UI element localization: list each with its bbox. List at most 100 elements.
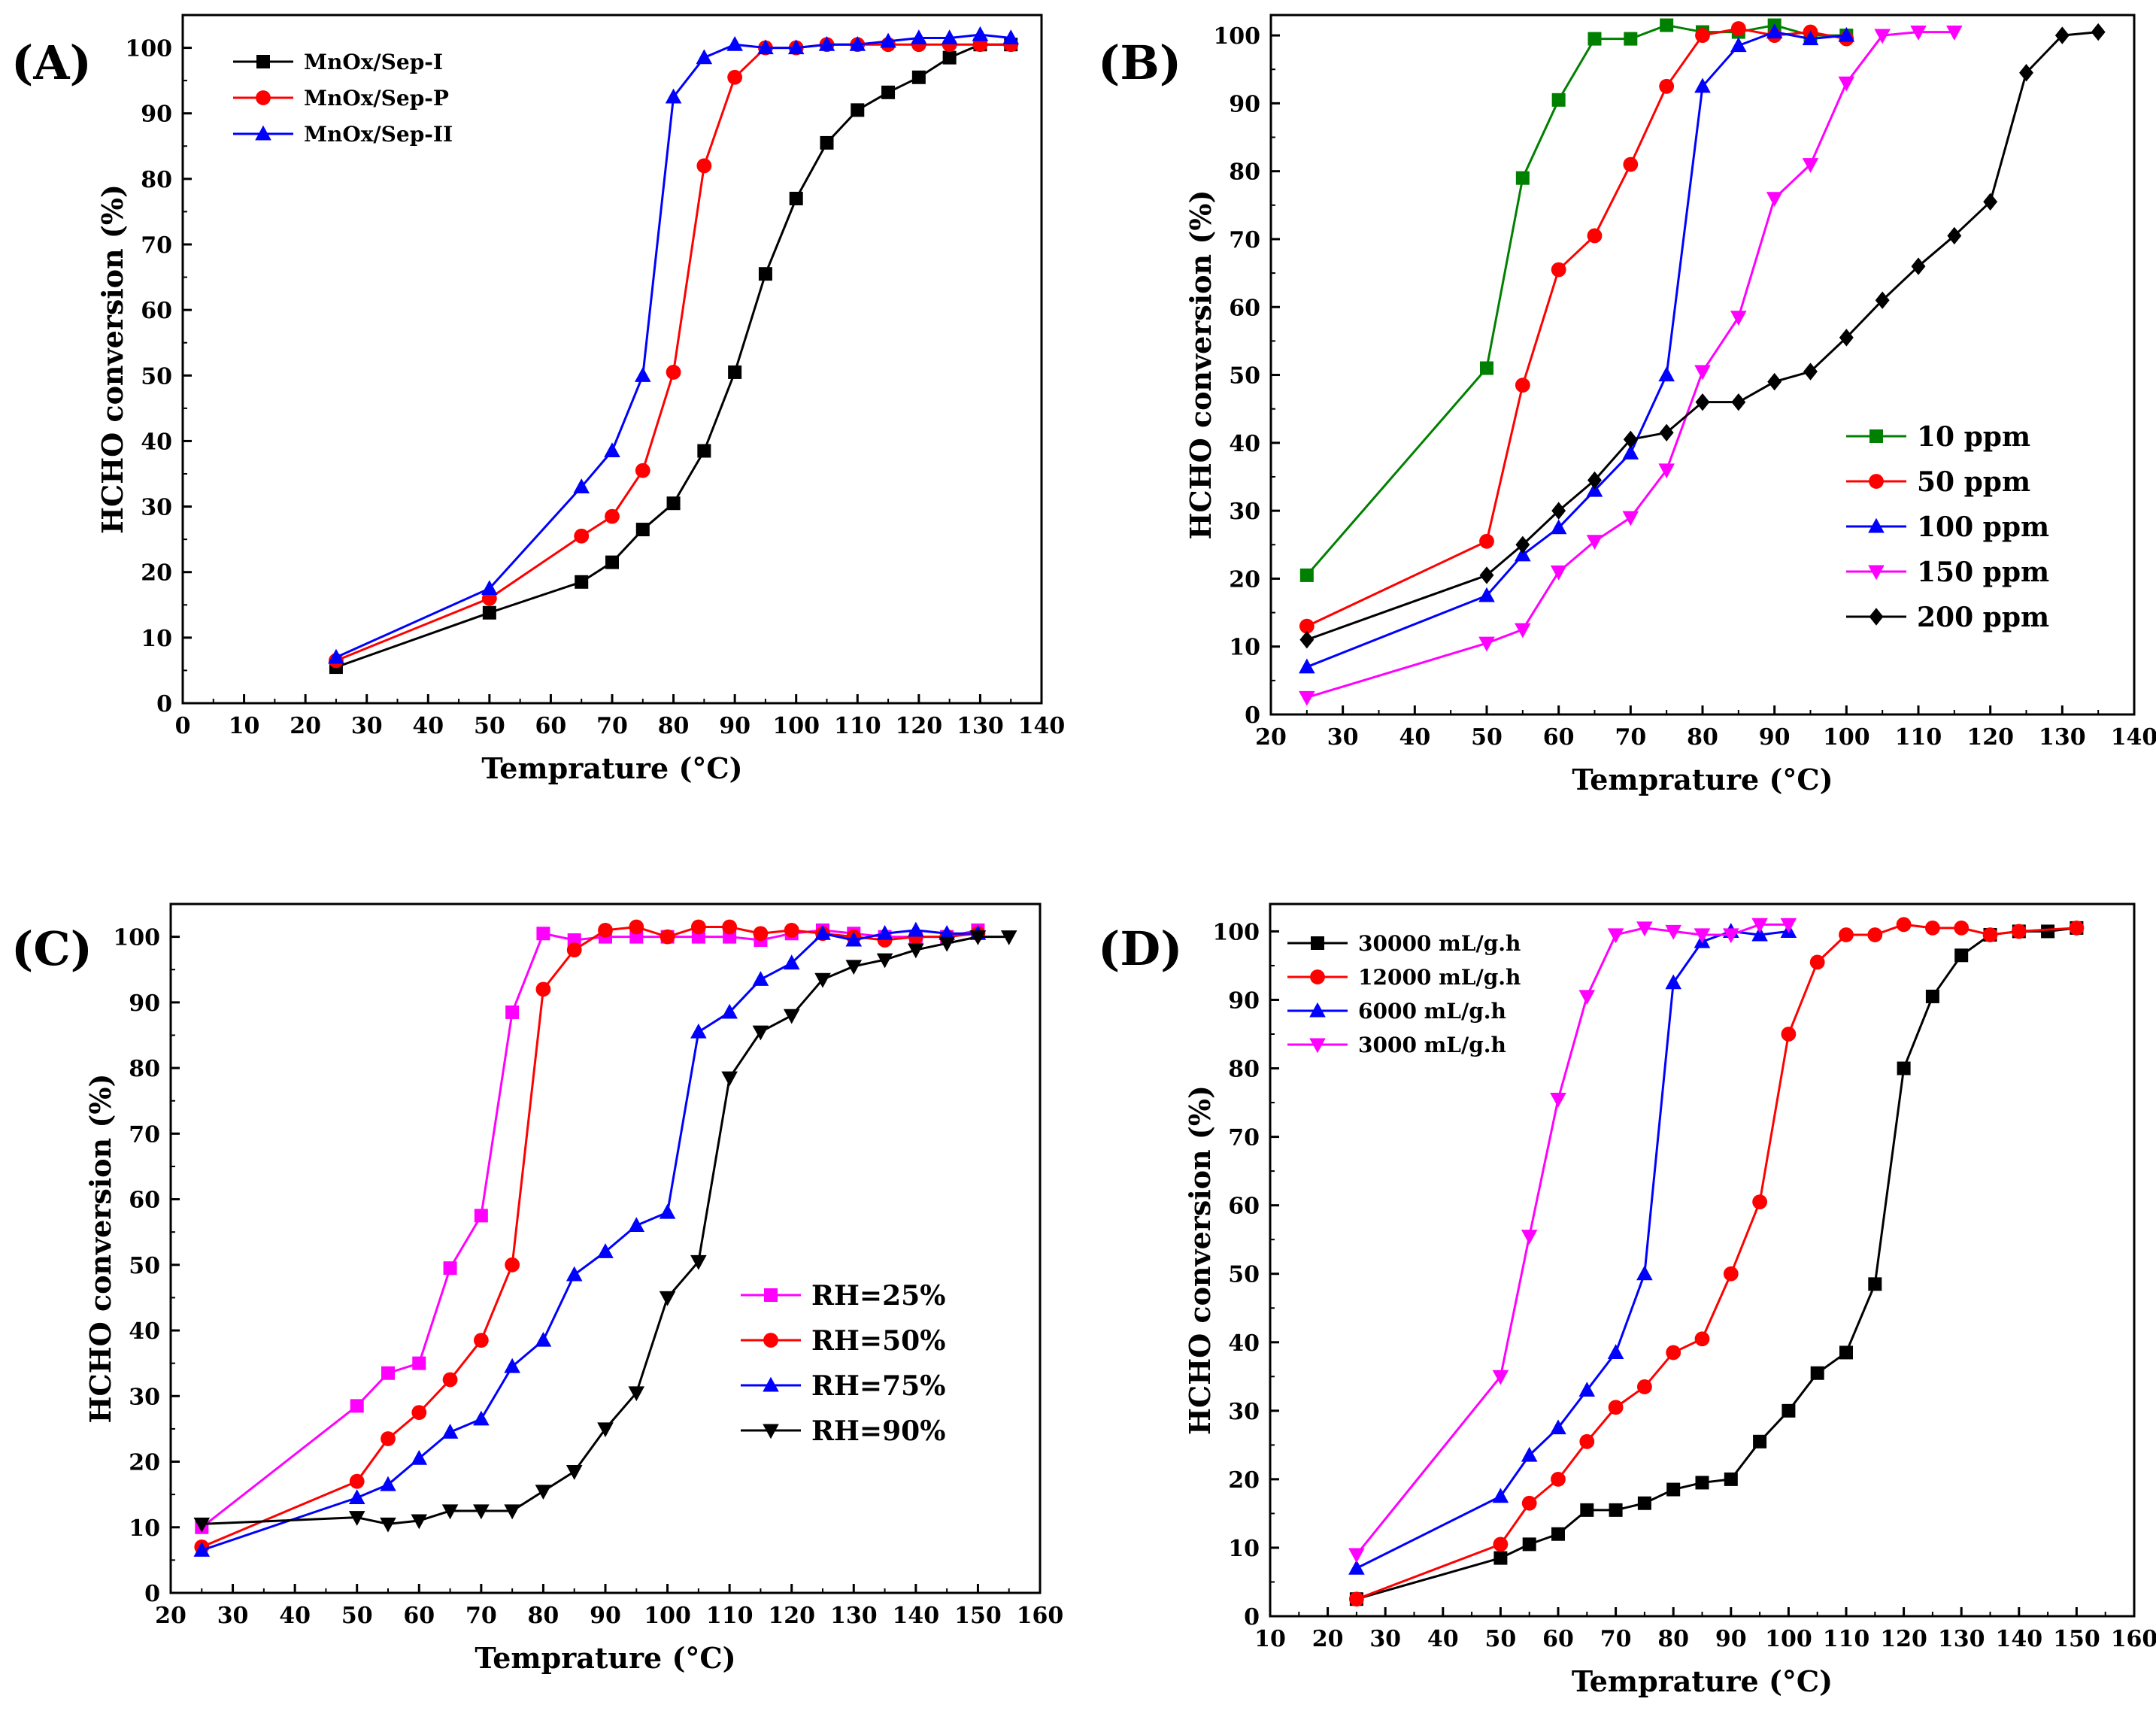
data-point-circle-marker: [1781, 1027, 1797, 1042]
y-tick-label-c: 60: [129, 1188, 160, 1214]
series-a-0: [329, 38, 1018, 675]
data-point-diamond-marker: [1659, 423, 1674, 441]
legend-square-marker: [256, 55, 270, 68]
data-point-circle-marker: [411, 1405, 427, 1420]
x-tick-label-c: 30: [217, 1603, 249, 1629]
x-tick-label-d: 130: [1938, 1626, 1985, 1652]
series-b-3: [1299, 26, 1963, 706]
panel-d-label: (D): [1098, 921, 1182, 976]
data-point-square-marker: [728, 365, 742, 379]
data-point-triangle-up-marker: [818, 35, 835, 51]
x-axis-label-b: Temprature (°C): [1572, 763, 1833, 796]
data-point-circle-marker: [1659, 78, 1675, 94]
data-point-square-marker: [1954, 948, 1969, 963]
data-point-diamond-marker: [2091, 23, 2106, 41]
x-tick-label-c: 140: [893, 1603, 940, 1629]
data-point-square-marker: [1609, 1503, 1623, 1517]
data-point-circle-marker: [1982, 927, 1998, 942]
legend-entry-label: MnOx/Sep-II: [304, 122, 453, 147]
x-tick-label-d: 160: [2111, 1626, 2156, 1652]
x-tick-label-c: 40: [279, 1603, 311, 1629]
x-tick-label-c: 110: [706, 1603, 754, 1629]
data-point-triangle-up-marker: [941, 29, 958, 45]
data-point-triangle-up-marker: [1299, 658, 1315, 674]
data-point-square-marker: [911, 70, 926, 84]
y-tick-label-b: 10: [1229, 635, 1260, 661]
legend-entry-label: 3000 mL/g.h: [1358, 1033, 1506, 1057]
y-axis-label-d: HCHO conversion (%): [1183, 1085, 1217, 1435]
data-point-triangle-down-marker: [1607, 928, 1624, 944]
data-point-square-marker: [412, 1356, 426, 1370]
y-tick-label-d: 70: [1228, 1125, 1260, 1151]
y-tick-label-d: 80: [1228, 1057, 1260, 1083]
data-point-triangle-down-marker: [628, 1386, 645, 1402]
y-tick-label-a: 80: [141, 167, 172, 193]
data-point-triangle-up-marker: [757, 39, 774, 55]
data-point-triangle-up-marker: [1658, 366, 1675, 382]
data-point-triangle-down-marker: [690, 1254, 707, 1270]
data-point-triangle-down-marker: [1723, 928, 1739, 944]
x-tick-label-d: 70: [1600, 1626, 1632, 1652]
series-line-c-1: [201, 926, 978, 1549]
legend-circle-marker: [256, 90, 271, 105]
data-point-square-marker: [1551, 1527, 1565, 1541]
data-point-circle-marker: [566, 942, 582, 957]
data-point-triangle-up-marker: [1751, 926, 1768, 942]
data-point-triangle-up-marker: [1766, 23, 1783, 39]
data-point-triangle-up-marker: [1802, 30, 1819, 46]
y-tick-label-b: 40: [1229, 431, 1260, 457]
y-tick-label-c: 70: [129, 1121, 160, 1148]
legend-entry-label: 30000 mL/g.h: [1358, 931, 1521, 956]
data-point-triangle-down-marker: [1622, 511, 1639, 526]
data-point-triangle-up-marker: [1521, 1446, 1538, 1462]
x-tick-label-c: 130: [830, 1603, 878, 1629]
data-point-triangle-up-marker: [380, 1476, 396, 1491]
data-point-diamond-marker: [1695, 393, 1710, 411]
y-tick-label-b: 50: [1229, 363, 1260, 390]
data-point-triangle-down-marker: [566, 1465, 583, 1480]
data-point-triangle-up-marker: [628, 1217, 645, 1233]
legend-entry-label: MnOx/Sep-I: [304, 50, 443, 74]
y-tick-label-d: 20: [1228, 1467, 1260, 1494]
series-d-1: [1349, 917, 2085, 1607]
legend-diamond-marker: [1869, 608, 1884, 626]
y-tick-label-a: 100: [125, 36, 172, 62]
data-point-square-marker: [1868, 1277, 1882, 1291]
data-point-circle-marker: [696, 158, 712, 174]
panel-c: (C) 20 30 40 50 60 70 80 90 100 110 120 130 140 150 16…: [11, 902, 1063, 1675]
data-point-triangle-up-marker: [1348, 1560, 1365, 1575]
y-tick-label-d: 60: [1228, 1194, 1260, 1220]
data-point-square-marker: [1782, 1403, 1796, 1418]
data-point-circle-marker: [1730, 21, 1746, 36]
data-point-circle-marker: [442, 1372, 458, 1388]
y-tick-label-a: 20: [141, 560, 172, 587]
data-point-triangle-up-marker: [908, 921, 924, 937]
x-tick-label-b: 130: [2039, 724, 2086, 751]
data-point-triangle-up-marker: [690, 1023, 707, 1039]
x-tick-label-a: 120: [896, 713, 943, 739]
data-point-square-marker: [851, 103, 865, 117]
data-point-triangle-up-marker: [726, 35, 743, 51]
data-point-square-marker: [2041, 924, 2055, 939]
chart-c: 20 30 40 50 60 70 80 90 100 110 120 130 140 150 160 0 10…: [83, 902, 1063, 1675]
data-point-diamond-marker: [1983, 193, 1998, 211]
data-point-triangle-down-marker: [1578, 990, 1596, 1006]
legend-triangle-up-marker: [1868, 517, 1885, 533]
data-point-square-marker: [1587, 32, 1602, 46]
data-point-triangle-up-marker: [535, 1331, 552, 1347]
x-tick-label-d: 20: [1312, 1626, 1344, 1652]
data-point-circle-marker: [1521, 1495, 1537, 1511]
y-tick-label-d: 50: [1228, 1262, 1260, 1288]
legend-a: MnOx/Sep-I MnOx/Sep-P MnOx/Sep-II: [233, 50, 453, 147]
data-point-triangle-down-marker: [659, 1291, 676, 1306]
y-tick-label-c: 50: [129, 1253, 160, 1279]
data-point-square-marker: [1660, 18, 1674, 32]
data-point-circle-marker: [505, 1257, 520, 1273]
y-tick-label-d: 0: [1244, 1604, 1260, 1630]
data-point-circle-marker: [1349, 1591, 1364, 1607]
data-point-triangle-down-marker: [1665, 924, 1681, 940]
data-point-circle-marker: [1809, 954, 1825, 970]
x-tick-label-d: 50: [1485, 1626, 1517, 1652]
data-point-diamond-marker: [2054, 26, 2070, 44]
data-point-triangle-up-marker: [1478, 587, 1495, 602]
